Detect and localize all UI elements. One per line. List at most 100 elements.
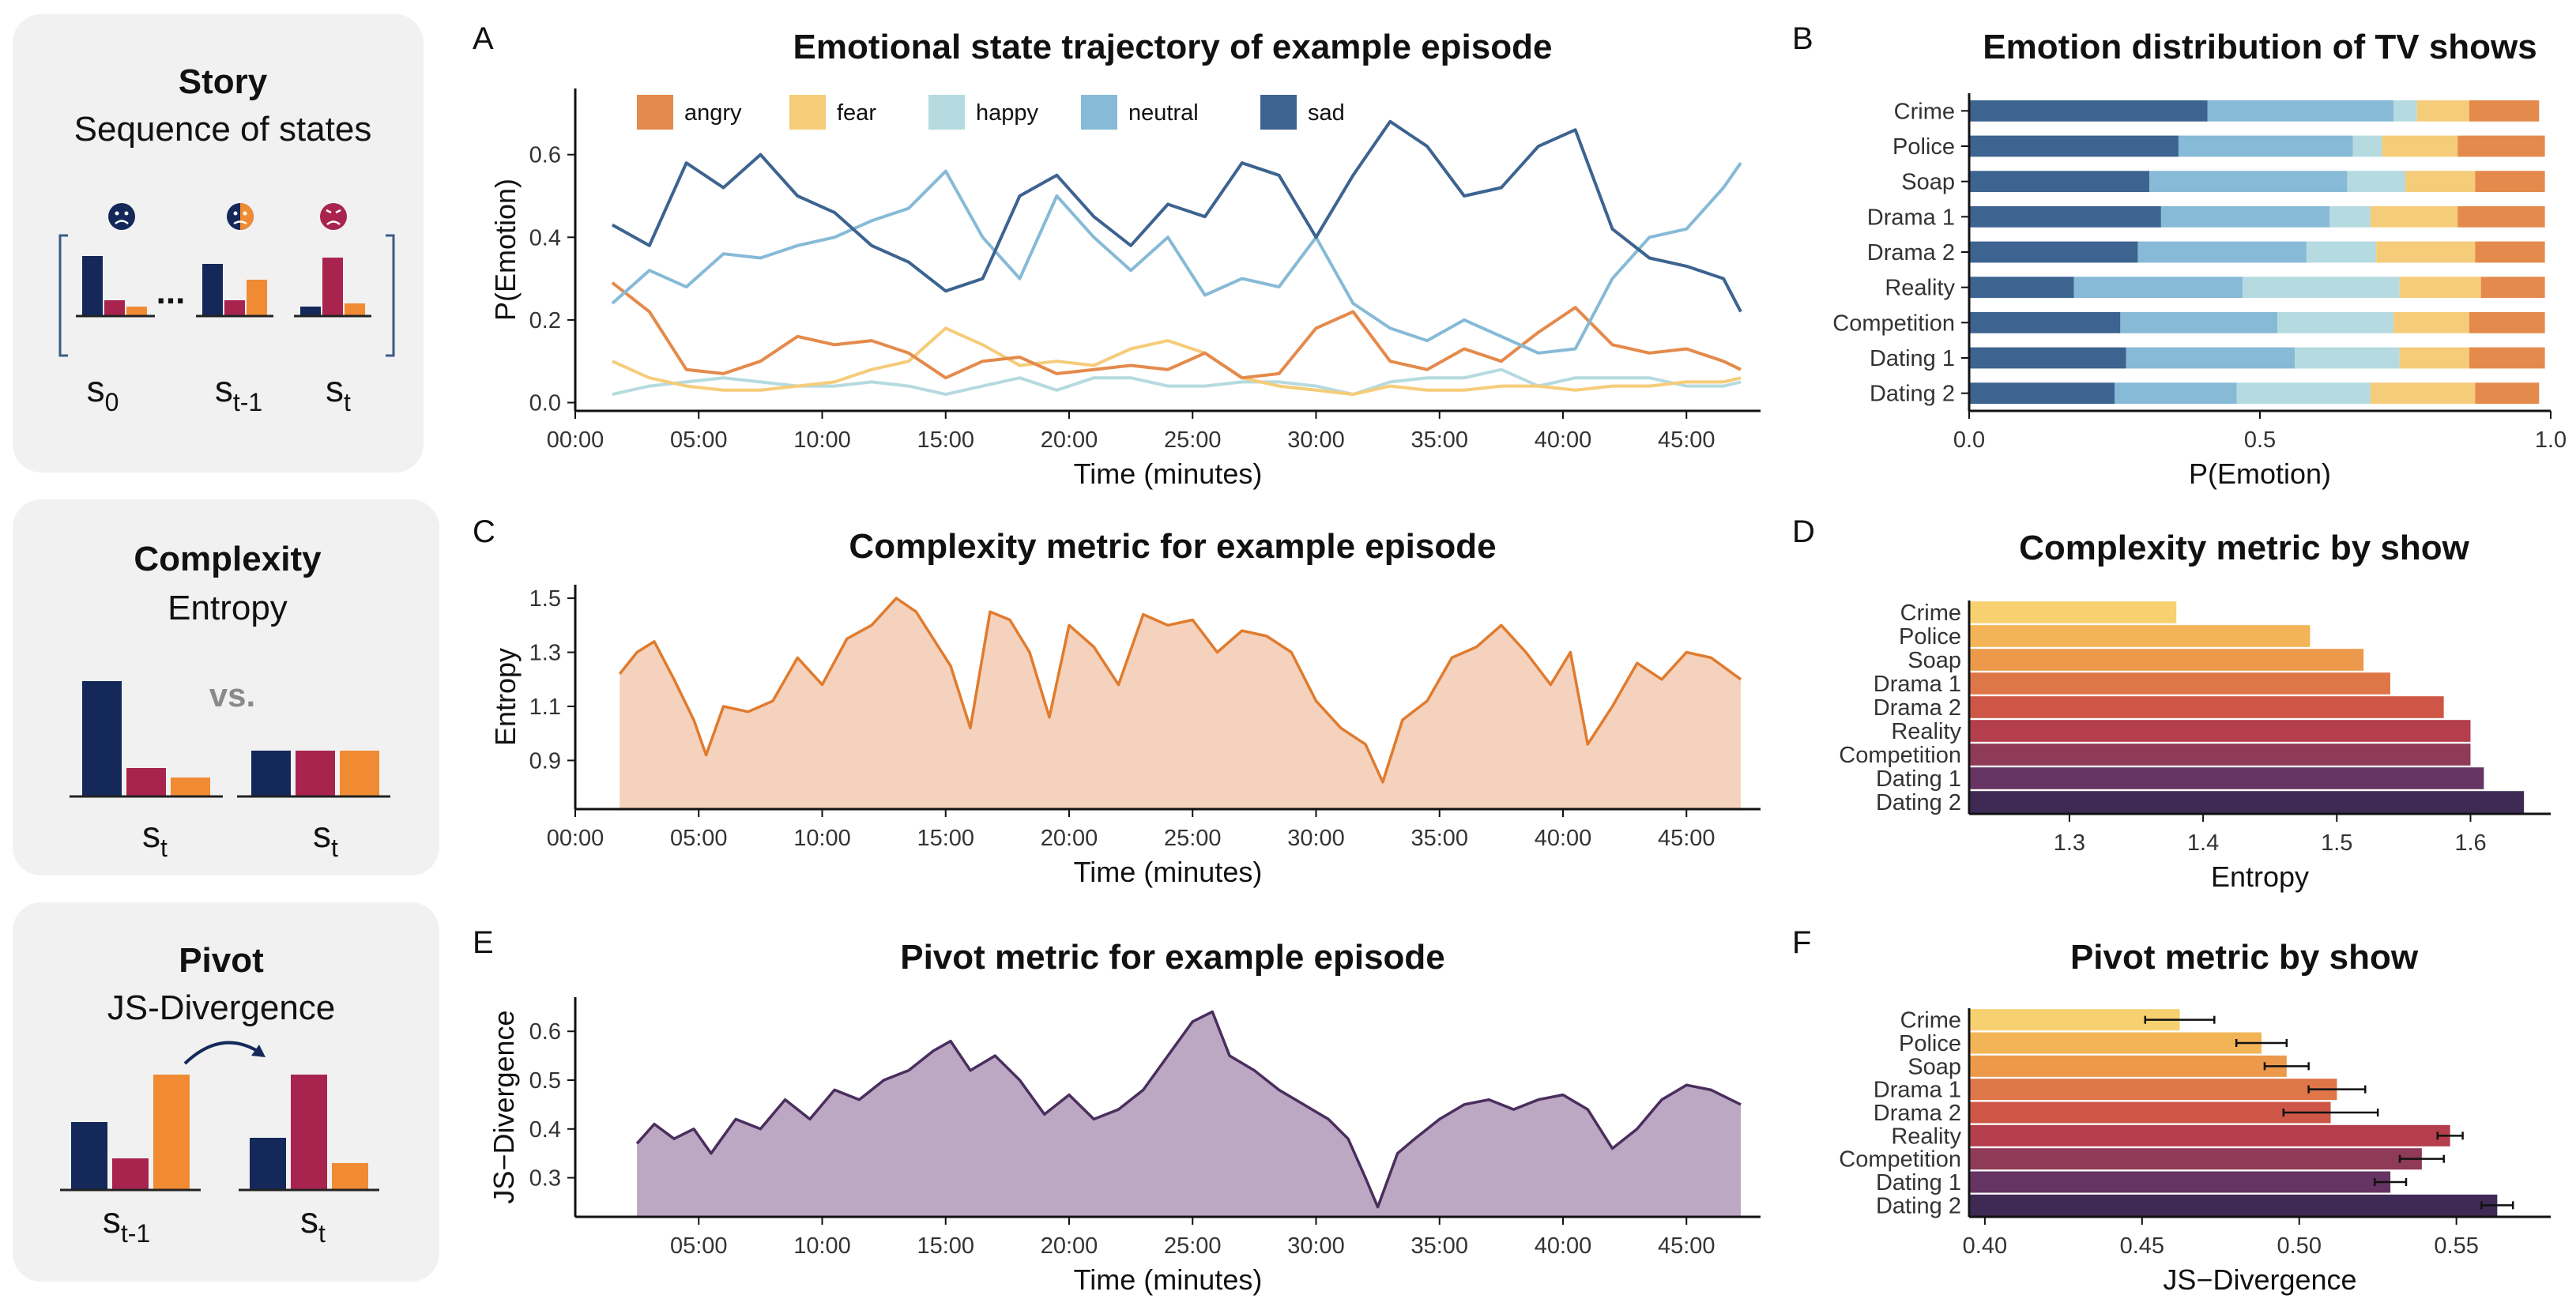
- x-tick-label: 1.5: [2321, 830, 2352, 856]
- category-label-police: Police: [1892, 134, 1955, 160]
- category-label-drama-1: Drama 1: [1867, 205, 1955, 230]
- angry-face-icon: [320, 203, 347, 230]
- area-fill: [620, 598, 1741, 809]
- x-tick-label: 20:00: [1041, 427, 1098, 453]
- x-tick-label: 45:00: [1658, 826, 1715, 851]
- x-tick-label: 30:00: [1287, 826, 1345, 851]
- bar-dating-1: [1969, 1171, 2391, 1193]
- chart-complexity-by-show: Complexity metric by show CrimePoliceSoap…: [1839, 529, 2551, 893]
- category-label-soap: Soap: [1908, 1054, 1961, 1079]
- story-st-bar-sad: [300, 307, 321, 316]
- y-tick-label: 0.9: [529, 748, 561, 774]
- bar-police-fear: [2382, 135, 2458, 157]
- category-label-drama-1: Drama 1: [1874, 1078, 1961, 1103]
- category-label-reality: Reality: [1891, 1124, 1961, 1149]
- legend-swatch-angry: [637, 95, 673, 130]
- story-label-s0: s0: [87, 368, 119, 416]
- mixed-face-eye-right: [243, 211, 247, 216]
- x-tick-label: 1.0: [2535, 427, 2567, 453]
- x-tick-label: 0.55: [2434, 1233, 2478, 1259]
- x-tick-label: 0.5: [2244, 427, 2276, 453]
- panel-letter-a: A: [473, 21, 494, 56]
- x-tick-label: 35:00: [1410, 1233, 1468, 1259]
- x-tick-label: 40:00: [1535, 826, 1592, 851]
- story-label-st1: st-1: [215, 368, 262, 416]
- x-axis-label: Entropy: [2211, 860, 2309, 893]
- category-label-drama-2: Drama 2: [1867, 240, 1955, 265]
- category-label-competition: Competition: [1832, 311, 1955, 336]
- bar-crime-neutral: [2207, 100, 2394, 122]
- sad-face-eye-right: [124, 211, 129, 216]
- mixed-face-mouth: [233, 220, 247, 225]
- bar-drama-2-neutral: [2137, 241, 2307, 263]
- bar-police: [1969, 1032, 2262, 1054]
- bar-dating-2-happy: [2236, 382, 2371, 405]
- mixed-face-eye-left: [233, 211, 238, 216]
- sad-face-eye-left: [115, 211, 119, 216]
- legend-label-sad: sad: [1308, 100, 1345, 126]
- chart-title: Emotional state trajectory of example ep…: [793, 28, 1553, 66]
- x-tick-label: 30:00: [1287, 1233, 1345, 1259]
- x-tick-label: 10:00: [793, 427, 851, 453]
- pivot-title: Pivot: [179, 941, 264, 980]
- y-tick-label: 0.5: [529, 1068, 561, 1094]
- bar-reality-angry: [2480, 277, 2545, 299]
- category-label-reality: Reality: [1885, 276, 1955, 301]
- x-tick-label: 0.50: [2277, 1233, 2322, 1259]
- x-tick-label: 20:00: [1041, 826, 1098, 851]
- story-st1-bar-sad: [202, 264, 223, 316]
- legend-swatch-sad: [1260, 95, 1297, 130]
- bar-soap: [1969, 649, 2364, 671]
- bar-drama-1-neutral: [2160, 205, 2330, 228]
- bar-competition-fear: [2393, 311, 2469, 333]
- series-line-neutral: [611, 162, 1742, 355]
- pivot-b-bar-3: [332, 1163, 368, 1190]
- legend-swatch-neutral: [1081, 95, 1117, 130]
- x-tick-label: 10:00: [793, 826, 851, 851]
- pivot-label-a: st-1: [103, 1199, 150, 1248]
- bar-soap-fear: [2405, 171, 2476, 193]
- pivot-label-a-main: s: [103, 1199, 121, 1241]
- y-axis-label: JS−Divergence: [488, 1010, 520, 1203]
- panel-letter-e: E: [473, 925, 494, 960]
- area-line: [618, 597, 1742, 784]
- story-ellipsis: ...: [156, 273, 186, 311]
- y-tick-label: 0.0: [529, 391, 561, 416]
- bar-soap-happy: [2347, 171, 2405, 193]
- bar-competition: [1969, 1148, 2422, 1170]
- category-label-dating-1: Dating 1: [1870, 346, 1955, 371]
- complexity-label-a: st: [142, 814, 168, 862]
- bar-reality: [1969, 720, 2471, 742]
- pivot-label-b: st: [300, 1199, 326, 1248]
- panel-letter-f: F: [1792, 925, 1811, 960]
- legend-swatch-happy: [928, 95, 965, 130]
- bar-police-angry: [2457, 135, 2545, 157]
- bar-soap-neutral: [2149, 171, 2348, 193]
- y-tick-label: 1.3: [529, 641, 561, 666]
- x-tick-label: 15:00: [917, 826, 974, 851]
- bar-competition-happy: [2277, 311, 2394, 333]
- x-tick-label: 00:00: [547, 427, 604, 453]
- pivot-a-bar-1: [71, 1122, 107, 1190]
- angry-face-brow-left: [326, 209, 332, 214]
- chart-emotion-distribution: Emotion distribution of TV shows Crime Pol…: [1832, 28, 2567, 490]
- category-label-drama-2: Drama 2: [1874, 695, 1961, 721]
- complexity-b-bar-2: [296, 751, 335, 796]
- complexity-b-bar-3: [340, 751, 379, 796]
- bar-crime-fear: [2416, 100, 2469, 122]
- chart-pivot-episode: Pivot metric for example episode 05:00 10:…: [488, 938, 1761, 1296]
- story-subtitle: Sequence of states: [74, 110, 372, 149]
- bar-drama-2: [1969, 696, 2444, 718]
- y-axis-label: P(Emotion): [489, 179, 522, 321]
- bar-dating-1: [1969, 767, 2484, 789]
- story-state-t-1: [196, 203, 273, 318]
- story-state-t: [294, 203, 371, 318]
- category-label-competition: Competition: [1839, 743, 1961, 768]
- panel-letter-c: C: [473, 514, 495, 549]
- pivot-arrow-icon: [183, 1041, 264, 1065]
- pivot-b-bar-2: [291, 1075, 327, 1190]
- category-label-reality: Reality: [1891, 719, 1961, 744]
- complexity-vs: vs.: [209, 676, 255, 714]
- story-s0-bar-fear: [126, 307, 147, 316]
- x-tick-label: 00:00: [547, 826, 604, 851]
